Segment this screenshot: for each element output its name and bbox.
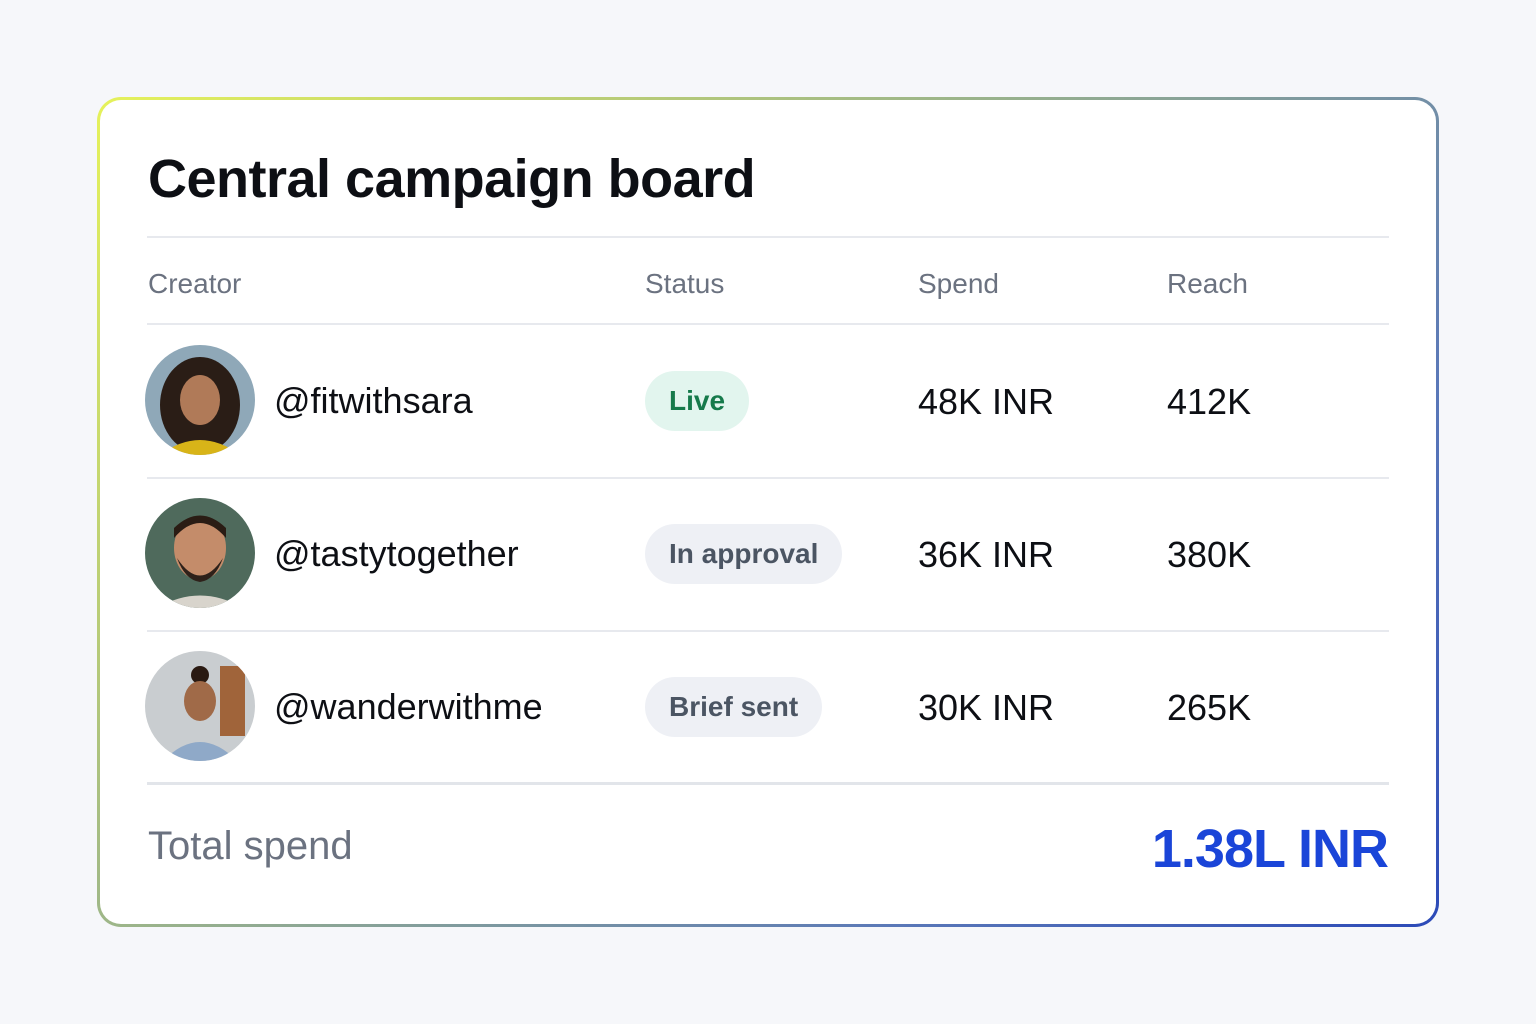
column-header: Reach [1167,268,1248,299]
avatar [145,345,255,455]
column-header: Spend [918,268,999,299]
divider [147,477,1389,479]
divider [147,630,1389,632]
reach: 412K [1167,381,1252,422]
status-badge: In approval [645,524,843,584]
avatar [145,651,255,761]
spend: 30K INR [918,687,1055,728]
reach: 265K [1167,687,1252,728]
total-label: Total spend [148,824,353,868]
status-badge: Live [645,371,750,431]
divider [147,236,1389,238]
creator-handle: @tastytogether [274,533,519,574]
column-header: Creator [148,268,242,299]
divider [147,323,1389,325]
campaign-card: Central campaign board Creator Status Sp… [97,97,1439,927]
table-row[interactable]: @wanderwithme Brief sent 30K INR 265K [100,630,1442,783]
column-header: Status [645,268,725,299]
table-row[interactable]: @fitwithsara Live 48K INR 412K [100,324,1442,477]
status-badge: Brief sent [645,677,823,737]
card-title: Central campaign board [148,149,756,209]
creator-handle: @wanderwithme [274,686,543,727]
creator-handle: @fitwithsara [274,380,473,421]
total-value: 1.38L INR [1151,819,1389,879]
spend: 48K INR [918,381,1055,422]
spend: 36K INR [918,534,1055,575]
avatar [145,498,255,608]
divider [147,782,1389,785]
table-row[interactable]: @tastytogether In approval 36K INR 380K [100,477,1442,630]
reach: 380K [1167,534,1252,575]
